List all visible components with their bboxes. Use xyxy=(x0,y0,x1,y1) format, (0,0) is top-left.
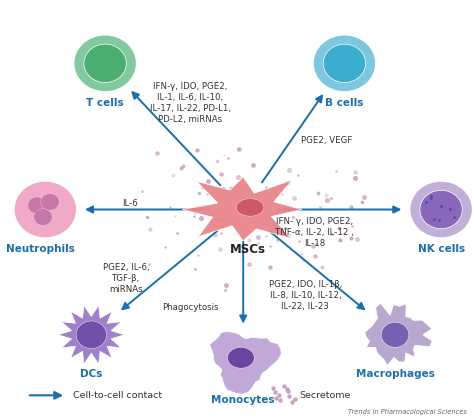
Text: Secretome: Secretome xyxy=(300,391,351,400)
Text: PGE2, VEGF: PGE2, VEGF xyxy=(301,136,352,145)
Ellipse shape xyxy=(237,199,264,216)
Circle shape xyxy=(28,197,46,214)
Text: Monocytes: Monocytes xyxy=(211,396,275,405)
Text: IL-6: IL-6 xyxy=(123,199,138,208)
Circle shape xyxy=(14,181,77,238)
Text: Neutrophils: Neutrophils xyxy=(6,244,75,254)
Circle shape xyxy=(323,44,365,83)
Circle shape xyxy=(76,321,107,349)
Text: MSCs: MSCs xyxy=(230,243,266,256)
Circle shape xyxy=(410,181,473,238)
Text: Cell-to-cell contact: Cell-to-cell contact xyxy=(73,391,162,400)
Text: PGE2, IDO, IL-1β,
IL-8, IL-10, IL-12,
IL-22, IL-23: PGE2, IDO, IL-1β, IL-8, IL-10, IL-12, IL… xyxy=(269,279,342,311)
Circle shape xyxy=(34,209,52,225)
Polygon shape xyxy=(182,177,302,241)
Text: DCs: DCs xyxy=(80,369,102,379)
Circle shape xyxy=(41,194,59,210)
Text: IFN- γ, IDO, PGE2,
TNF-α, IL-2, IL-12 ,
IL-18: IFN- γ, IDO, PGE2, TNF-α, IL-2, IL-12 , … xyxy=(275,217,354,248)
Text: NK cells: NK cells xyxy=(418,244,465,254)
Text: B cells: B cells xyxy=(325,98,364,108)
Circle shape xyxy=(84,44,126,83)
Text: PGE2, IL-6,
TGF-β,
miRNAs: PGE2, IL-6, TGF-β, miRNAs xyxy=(102,263,149,294)
Circle shape xyxy=(381,322,409,347)
Polygon shape xyxy=(210,331,281,394)
Polygon shape xyxy=(365,303,432,365)
Polygon shape xyxy=(58,305,125,364)
Circle shape xyxy=(74,35,137,92)
Text: Phagocytosis: Phagocytosis xyxy=(162,303,219,312)
Circle shape xyxy=(420,190,462,229)
Text: Trends in Pharmacological Sciences: Trends in Pharmacological Sciences xyxy=(347,409,466,415)
Ellipse shape xyxy=(228,347,254,368)
Text: T cells: T cells xyxy=(86,98,124,108)
Circle shape xyxy=(313,35,376,92)
Text: Macrophages: Macrophages xyxy=(356,369,435,379)
Text: IFN-γ, IDO, PGE2,
IL-1, IL-6, IL-10,
IL-17, IL-22, PD-L1,
PD-L2, miRNAs: IFN-γ, IDO, PGE2, IL-1, IL-6, IL-10, IL-… xyxy=(150,82,231,124)
